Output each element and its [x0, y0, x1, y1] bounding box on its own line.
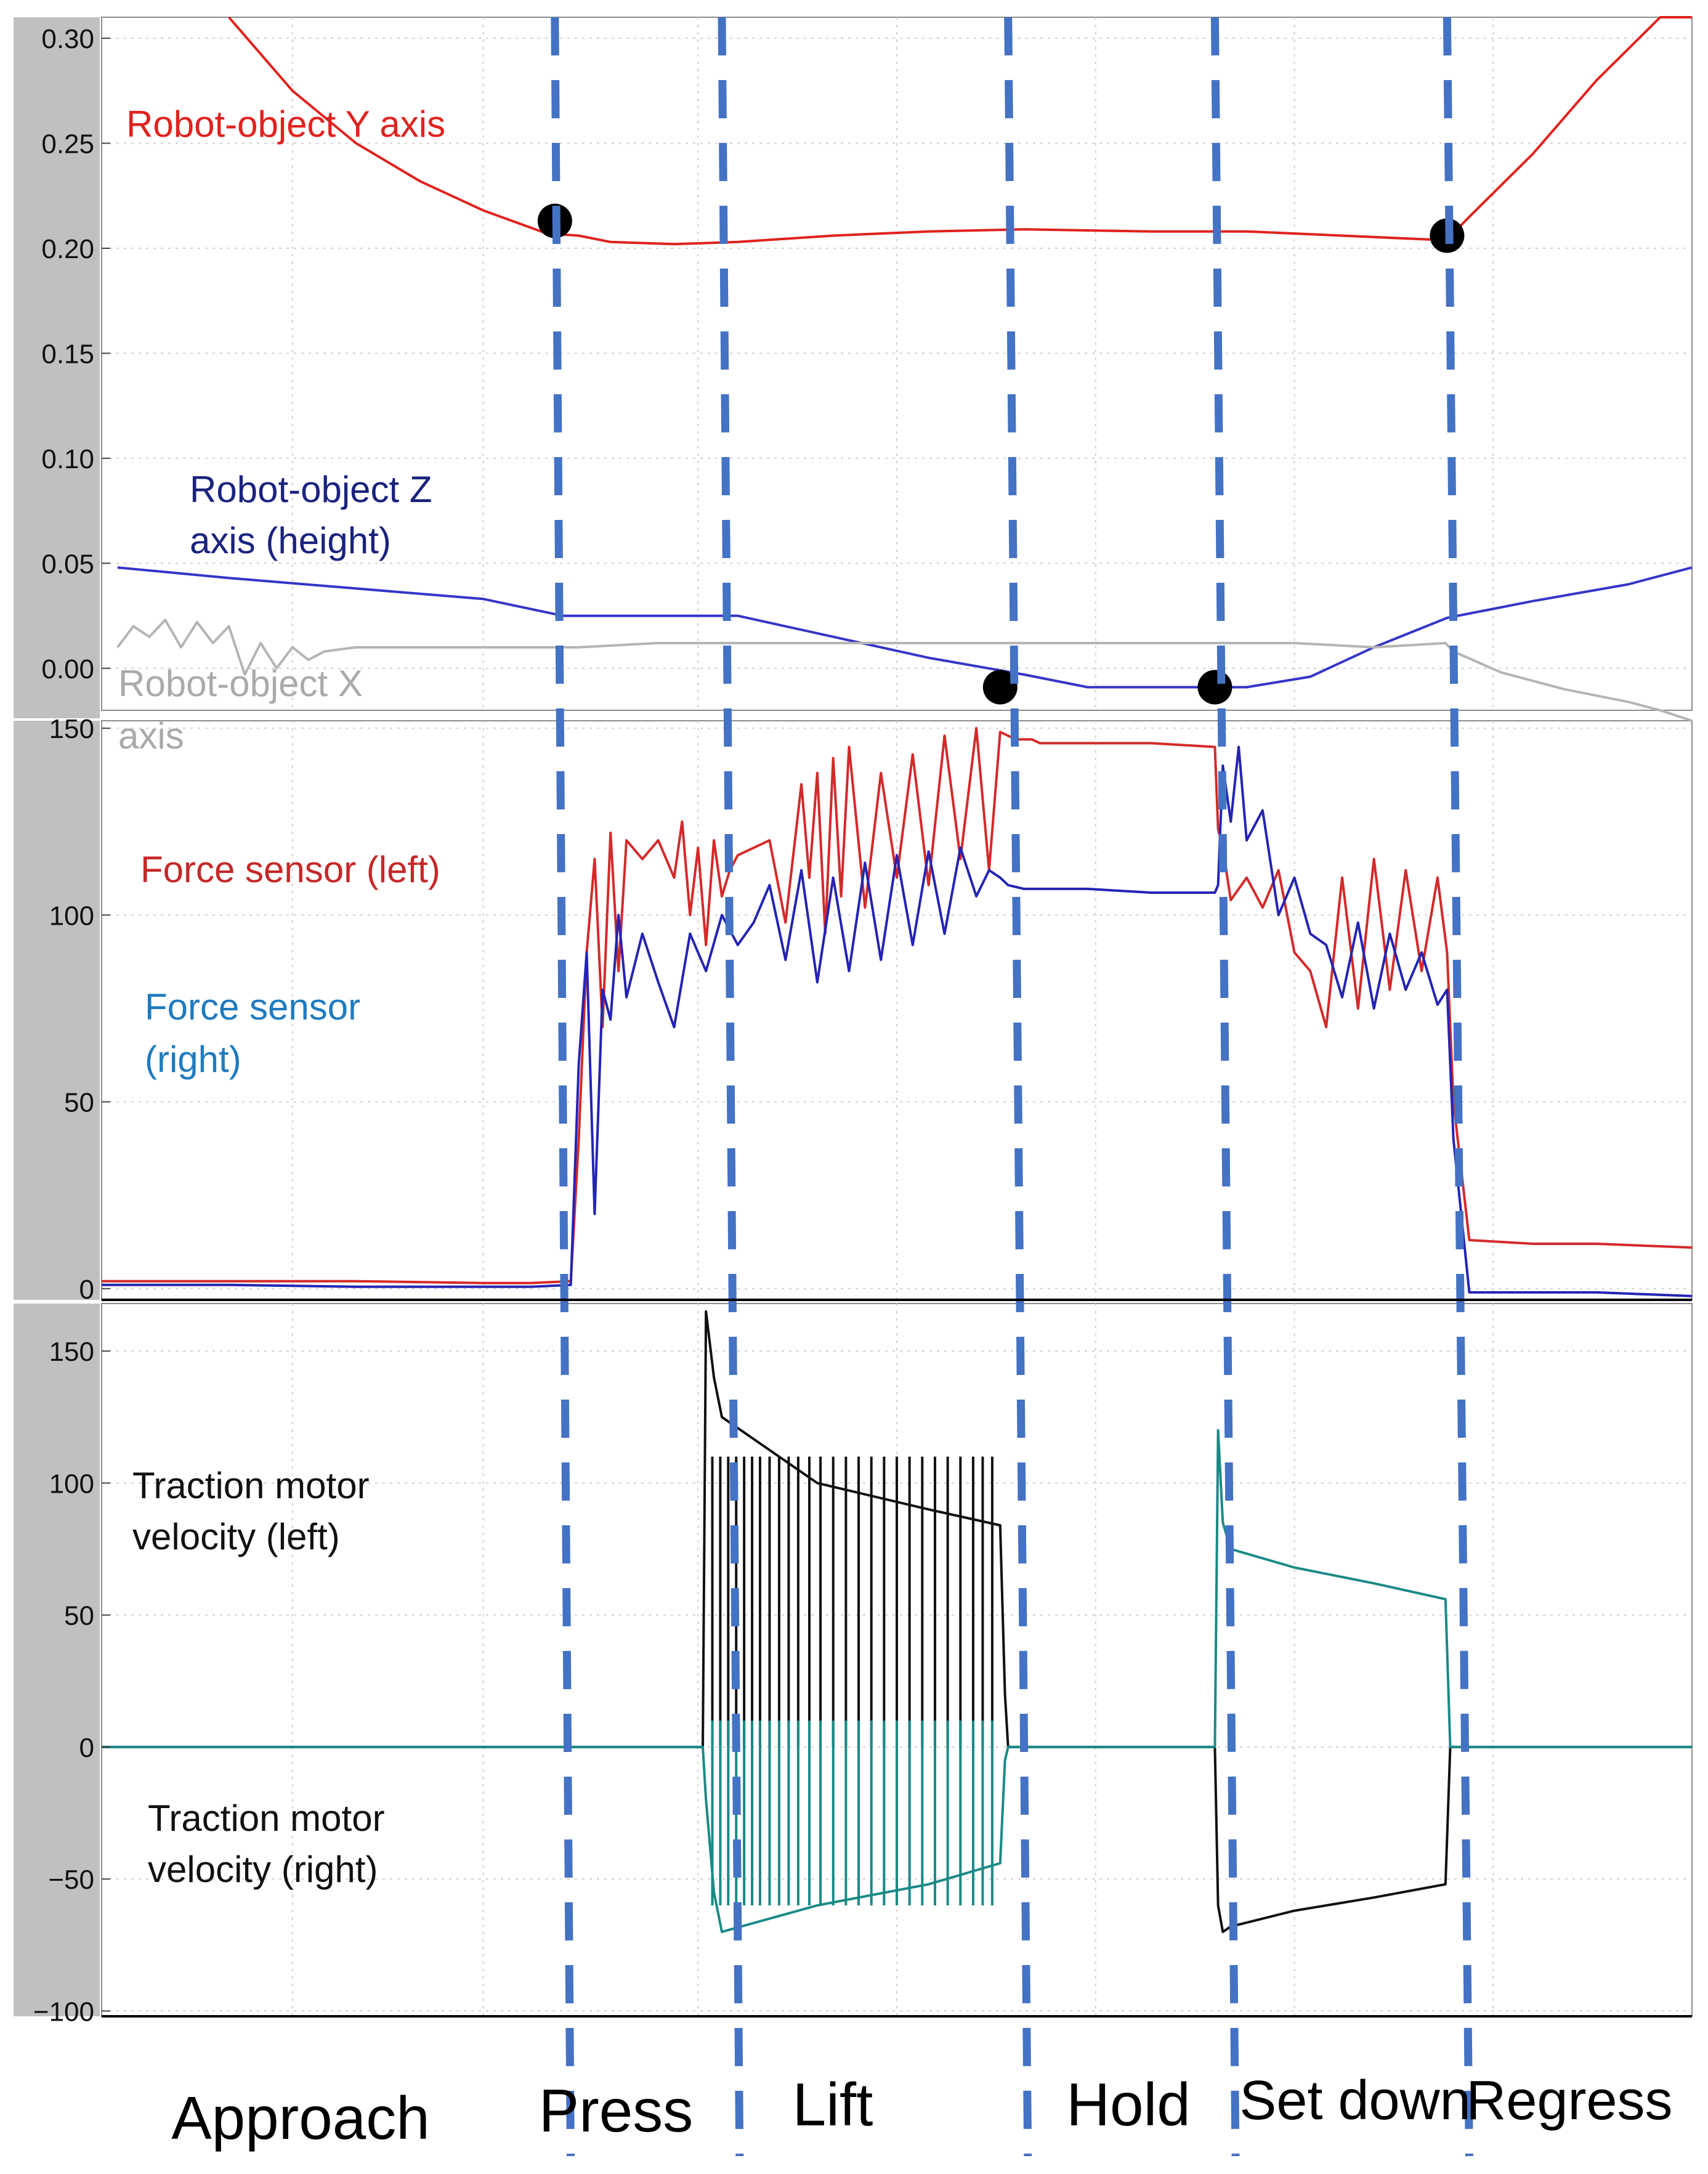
phase-divider-3 [1210, 17, 1240, 2157]
ytick-label-p0-5: 0.05 [41, 549, 94, 579]
label-z-axis-line1: Robot-object Z [190, 469, 432, 510]
event-marker-2 [982, 670, 1018, 705]
series-p0-2 [116, 619, 1693, 722]
label-motor-left-line1: Traction motor [132, 1465, 370, 1506]
phase-label-lift: Lift [793, 2071, 873, 2138]
grid-layer [102, 17, 1692, 2016]
ytick-label-p0-0: 0.30 [41, 24, 94, 54]
label-force-left: Force sensor (left) [140, 849, 440, 890]
ytick-label-p0-4: 0.10 [41, 444, 94, 474]
phase-label-hold: Hold [1066, 2071, 1191, 2138]
label-y-axis: Robot-object Y axis [126, 103, 445, 145]
ytick-label-p1-1: 100 [49, 901, 94, 931]
label-force-right-line2: (right) [145, 1039, 241, 1080]
ytick-label-p0-3: 0.15 [41, 339, 94, 369]
ytick-label-p2-5: −100 [33, 1997, 94, 2027]
label-x-axis-line2: axis [118, 715, 184, 756]
series-p2-1 [102, 1429, 1692, 1933]
label-motor-left-line2: velocity (left) [132, 1516, 340, 1557]
ytick-label-p2-0: 150 [49, 1337, 94, 1367]
divider-layer [551, 17, 1473, 2157]
series-p0-1 [117, 566, 1693, 689]
label-z-axis-line2: axis (height) [190, 520, 391, 561]
series-p1-0 [102, 727, 1693, 1284]
series-layer [102, 16, 1693, 1933]
ytick-label-p0-6: 0.00 [41, 654, 94, 684]
tick-layer: 0.30 0.25 0.20 0.15 0.10 0.05 0.00 150 100 50 0 150… [33, 24, 1692, 2027]
ytick-label-p2-2: 50 [64, 1601, 94, 1631]
label-motor-right-line1: Traction motor [148, 1798, 385, 1839]
series-p1-1 [102, 745, 1693, 1297]
ytick-label-p2-1: 100 [49, 1469, 94, 1499]
phase-label-approach: Approach [171, 2084, 430, 2152]
phase-label-set-down: Set down [1239, 2070, 1470, 2131]
ytick-label-p2-3: 0 [79, 1733, 94, 1763]
phase-divider-4 [1443, 17, 1473, 2157]
ytick-label-p1-3: 0 [79, 1275, 94, 1305]
ytick-label-p0-2: 0.20 [41, 234, 94, 264]
middle-axis-strip [14, 721, 100, 1300]
ytick-label-p0-1: 0.25 [41, 129, 94, 160]
marker-layer [537, 203, 1465, 705]
phase-label-regress: Regress [1466, 2070, 1672, 2131]
series-p0-0 [228, 16, 1692, 246]
label-force-right-line1: Force sensor [145, 986, 360, 1028]
phase-label-press: Press [539, 2077, 694, 2144]
label-motor-right-line2: velocity (right) [148, 1849, 378, 1890]
event-marker-3 [1197, 670, 1232, 705]
series-p2-0 [102, 1310, 1692, 1933]
bottom-axis-strip [14, 1304, 100, 2016]
ytick-label-p2-4: −50 [48, 1865, 94, 1895]
ytick-label-p1-2: 50 [64, 1088, 94, 1118]
ytick-label-p1-0: 150 [49, 714, 94, 744]
top-axis-strip [14, 17, 100, 718]
phase-divider-1 [718, 17, 744, 2157]
phase-divider-0 [551, 17, 575, 2157]
phase-divider-2 [1004, 17, 1032, 2157]
label-x-axis-line1: Robot-object X [118, 663, 363, 704]
